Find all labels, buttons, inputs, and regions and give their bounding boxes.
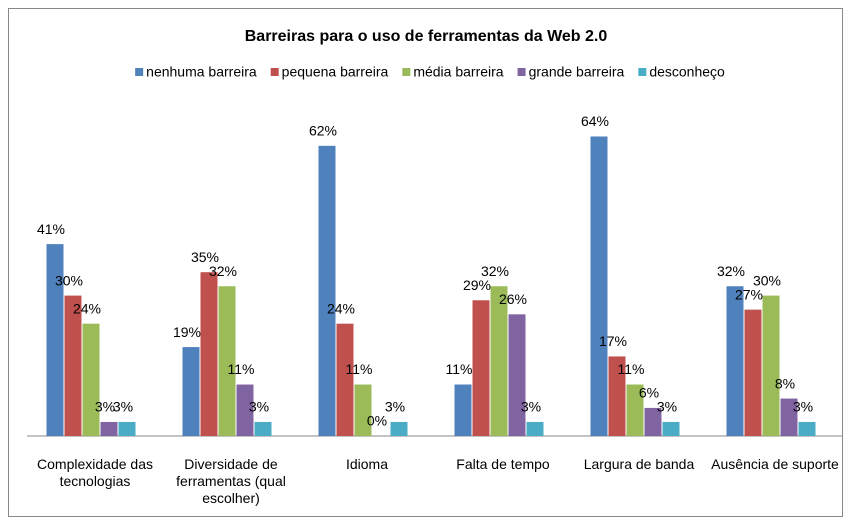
bar (726, 286, 744, 436)
bar (182, 347, 200, 436)
bar (472, 300, 490, 436)
data-label: 29% (463, 277, 491, 293)
bar (626, 384, 644, 436)
bar (590, 136, 608, 437)
legend-label: grande barreira (529, 64, 625, 80)
bar (780, 398, 798, 436)
data-label: 30% (753, 272, 781, 288)
data-label: 32% (209, 263, 237, 279)
data-label: 3% (521, 399, 541, 415)
legend-swatch (402, 68, 411, 76)
data-label: 41% (37, 221, 65, 237)
data-label: 27% (735, 286, 763, 302)
chart-border (8, 8, 843, 517)
data-label: 3% (385, 399, 405, 415)
data-label: 30% (55, 272, 83, 288)
x-tick-label: Falta de tempo (456, 456, 550, 472)
bar (236, 384, 254, 436)
bar (318, 145, 336, 436)
bar (798, 421, 816, 436)
data-label: 3% (113, 399, 133, 415)
bar (336, 323, 354, 436)
data-label: 62% (309, 123, 337, 139)
bar (526, 421, 544, 436)
legend-swatch (270, 68, 279, 76)
data-label: 11% (618, 361, 645, 377)
bar (200, 272, 218, 436)
data-label: 3% (95, 399, 115, 415)
legend-label: pequena barreira (282, 64, 389, 80)
data-label: 3% (657, 399, 677, 415)
chart-title: Barreiras para o uso de ferramentas da W… (245, 28, 608, 45)
legend-label: média barreira (413, 64, 503, 80)
bar (662, 421, 680, 436)
legend-label: nenhuma barreira (146, 64, 257, 80)
data-label: 19% (173, 324, 201, 340)
bar (390, 421, 408, 436)
legend-swatch (135, 68, 144, 76)
bar (644, 407, 662, 436)
bar (744, 309, 762, 436)
bar (118, 421, 136, 436)
data-label: 64% (581, 113, 609, 129)
legend-swatch (638, 68, 647, 76)
data-label: 11% (346, 361, 373, 377)
x-tick-label: Diversidade de ferramentas (qual escolhe… (176, 456, 286, 506)
x-tick-label: Complexidade das tecnologias (37, 456, 153, 489)
legend-label: desconheço (649, 64, 725, 80)
bar (490, 286, 508, 436)
bar (354, 384, 372, 436)
data-label: 26% (499, 291, 527, 307)
data-label: 11% (228, 361, 255, 377)
data-label: 24% (73, 300, 101, 316)
bar (82, 323, 100, 436)
bar (254, 421, 272, 436)
data-label: 35% (191, 249, 219, 265)
bar (762, 295, 780, 436)
data-label: 24% (327, 300, 355, 316)
bar (608, 356, 626, 436)
data-label: 17% (599, 333, 627, 349)
x-tick-label: Ausência de suporte (711, 456, 839, 472)
bar (64, 295, 82, 436)
x-tick-label: Largura de banda (583, 456, 695, 472)
bar (218, 286, 236, 436)
bar (454, 384, 472, 436)
data-label: 3% (249, 399, 269, 415)
data-label: 11% (446, 361, 473, 377)
data-label: 0% (367, 413, 387, 429)
data-label: 32% (717, 263, 745, 279)
bar (508, 314, 526, 436)
bar (46, 244, 64, 436)
data-label: 32% (481, 263, 509, 279)
data-label: 6% (639, 385, 659, 401)
bar (100, 421, 118, 436)
x-tick-label: Idioma (345, 456, 389, 472)
legend-swatch (517, 68, 526, 76)
data-label: 3% (793, 399, 813, 415)
data-label: 8% (775, 375, 795, 391)
